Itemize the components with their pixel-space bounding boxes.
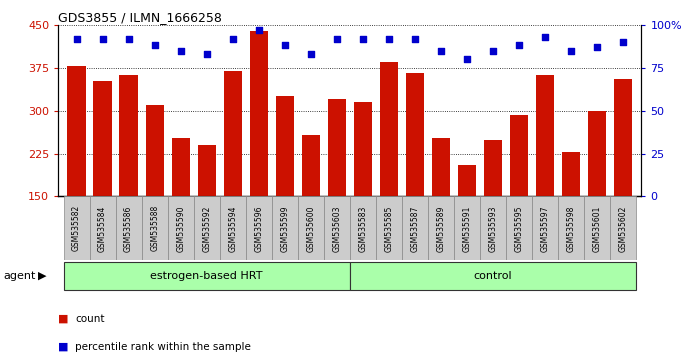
Bar [454, 196, 480, 260]
Point [383, 36, 394, 41]
Bar [276, 96, 294, 196]
Bar [558, 196, 584, 260]
Bar [432, 138, 450, 196]
Point [462, 56, 473, 62]
Bar [428, 196, 454, 260]
Text: estrogen-based HRT: estrogen-based HRT [150, 271, 263, 281]
Text: GSM535583: GSM535583 [358, 205, 368, 252]
Bar [376, 196, 402, 260]
Bar [584, 196, 610, 260]
Point [97, 36, 108, 41]
Bar [562, 152, 580, 196]
Bar [193, 196, 220, 260]
Text: GSM535592: GSM535592 [202, 205, 211, 252]
Text: GSM535600: GSM535600 [307, 205, 316, 252]
Bar [302, 135, 320, 196]
Point [279, 42, 290, 48]
Bar [506, 196, 532, 260]
Text: GSM535582: GSM535582 [72, 205, 81, 251]
Bar [172, 138, 190, 196]
Text: agent: agent [3, 271, 36, 281]
Point [410, 36, 421, 41]
Text: GSM535598: GSM535598 [567, 205, 576, 252]
Text: GSM535595: GSM535595 [514, 205, 523, 252]
Bar [458, 165, 476, 196]
Text: GSM535593: GSM535593 [488, 205, 497, 252]
Bar [145, 105, 164, 196]
Point [305, 51, 316, 57]
Text: GSM535596: GSM535596 [255, 205, 263, 252]
Bar [610, 196, 636, 260]
Bar [64, 262, 350, 290]
Text: control: control [474, 271, 512, 281]
Bar [90, 196, 115, 260]
Bar [350, 196, 376, 260]
Bar [198, 145, 216, 196]
Bar [328, 99, 346, 196]
Bar [141, 196, 167, 260]
Point [331, 36, 342, 41]
Bar [64, 196, 90, 260]
Text: GSM535587: GSM535587 [410, 205, 419, 252]
Point [71, 36, 82, 41]
Text: GSM535586: GSM535586 [124, 205, 133, 252]
Point [149, 42, 160, 48]
Text: GSM535603: GSM535603 [332, 205, 342, 252]
Bar [406, 73, 424, 196]
Text: GSM535601: GSM535601 [593, 205, 602, 252]
Text: GSM535584: GSM535584 [98, 205, 107, 252]
Bar [532, 196, 558, 260]
Point [201, 51, 212, 57]
Bar [402, 196, 428, 260]
Bar [119, 75, 138, 196]
Bar [536, 75, 554, 196]
Text: percentile rank within the sample: percentile rank within the sample [75, 342, 251, 352]
Bar [298, 196, 324, 260]
Point [175, 48, 186, 53]
Bar [250, 30, 268, 196]
Text: GSM535597: GSM535597 [541, 205, 549, 252]
Bar [484, 141, 502, 196]
Point [591, 44, 602, 50]
Text: GSM535591: GSM535591 [462, 205, 471, 252]
Text: GDS3855 / ILMN_1666258: GDS3855 / ILMN_1666258 [58, 11, 222, 24]
Text: GSM535588: GSM535588 [150, 205, 159, 251]
Bar [354, 102, 372, 196]
Text: GSM535594: GSM535594 [228, 205, 237, 252]
Point [123, 36, 134, 41]
Bar [614, 79, 632, 196]
Bar [272, 196, 298, 260]
Text: count: count [75, 314, 105, 324]
Text: ■: ■ [58, 314, 69, 324]
Point [227, 36, 238, 41]
Bar [480, 196, 506, 260]
Text: ■: ■ [58, 342, 69, 352]
Point [488, 48, 499, 53]
Bar [115, 196, 141, 260]
Text: GSM535599: GSM535599 [281, 205, 289, 252]
Bar [350, 262, 636, 290]
Text: GSM535589: GSM535589 [436, 205, 445, 252]
Text: ▶: ▶ [38, 271, 46, 281]
Bar [224, 70, 242, 196]
Point [566, 48, 577, 53]
Bar [588, 110, 606, 196]
Bar [167, 196, 193, 260]
Point [357, 36, 368, 41]
Bar [67, 66, 86, 196]
Point [617, 39, 628, 45]
Text: GSM535590: GSM535590 [176, 205, 185, 252]
Bar [246, 196, 272, 260]
Point [540, 34, 551, 40]
Bar [93, 81, 112, 196]
Point [514, 42, 525, 48]
Point [253, 27, 264, 33]
Bar [324, 196, 350, 260]
Bar [380, 62, 398, 196]
Text: GSM535602: GSM535602 [619, 205, 628, 252]
Bar [510, 115, 528, 196]
Point [436, 48, 447, 53]
Text: GSM535585: GSM535585 [384, 205, 393, 252]
Bar [220, 196, 246, 260]
